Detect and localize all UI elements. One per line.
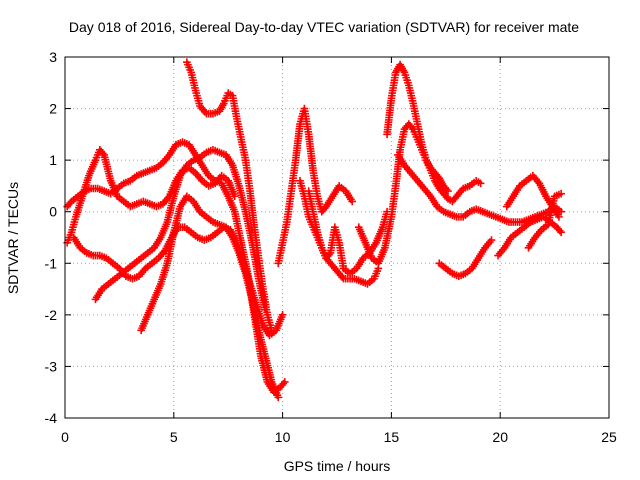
series-arc-16 [524,189,565,252]
series-arc-6 [183,58,276,335]
y-axis-label: SDTVAR / TECUs [5,182,21,294]
series-arc-11 [383,60,485,206]
data-point [487,236,496,244]
series-arc-9 [304,187,391,278]
data-point [230,192,239,201]
series-arc-10 [354,120,452,268]
y-tick-label: 1 [49,152,57,168]
series-arc-12 [394,151,565,226]
y-tick-label: -4 [45,410,58,426]
data-point [280,378,289,386]
series-arc-14 [494,213,565,260]
data-point [557,189,565,198]
data-point [444,187,452,195]
y-tick-label: 3 [49,49,57,65]
series-arc-5 [137,192,283,402]
data-point [476,179,485,188]
data-point [557,228,565,237]
x-tick-label: 15 [384,429,400,445]
y-tick-label: -3 [45,358,58,374]
chart-title: Day 018 of 2016, Sidereal Day-to-day VTE… [69,19,579,35]
plot-frame [64,56,610,419]
x-tick-label: 5 [170,429,178,445]
y-tick-label: 0 [49,204,57,220]
series-arc-2 [63,146,239,247]
x-tick-label: 20 [492,429,508,445]
y-tick-label: -2 [45,307,58,323]
series-arc-7 [274,104,357,268]
data-point [278,311,287,319]
x-axis-label: GPS time / hours [284,458,391,474]
x-tick-label: 0 [61,429,69,445]
series-arc-13 [435,236,496,280]
data-point [274,393,283,402]
series-arc-3 [69,223,287,340]
data-marks [63,58,565,402]
y-tick-label: 2 [49,101,57,117]
data-point [348,197,357,206]
data-point [267,326,276,335]
x-tick-label: 25 [601,429,617,445]
x-tick-label: 10 [275,429,291,445]
y-tick-label: -1 [45,255,58,271]
data-point [557,207,565,216]
data-point [555,213,563,221]
